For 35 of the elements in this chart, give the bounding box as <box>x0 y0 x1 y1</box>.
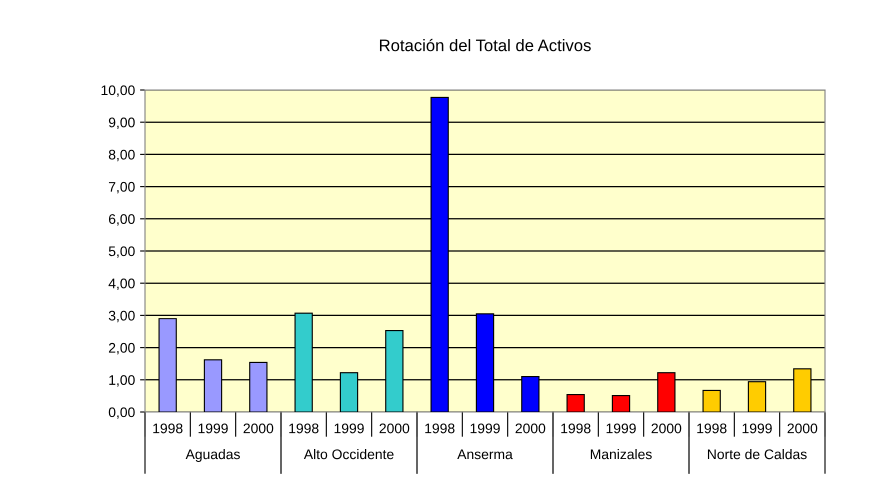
x-tick-label: 1999 <box>470 423 500 434</box>
x-tick-label: 1999 <box>198 423 228 434</box>
bar <box>612 395 630 412</box>
x-tick-label: 1998 <box>153 423 183 434</box>
x-tick-label: 1998 <box>289 423 319 434</box>
text: Alto Occidente <box>304 448 394 460</box>
y-tick-label: 0,00 <box>108 407 135 419</box>
x-tick-label: 1998 <box>697 423 727 434</box>
x-tick-label: 2000 <box>244 423 274 434</box>
text: Manizales <box>590 448 652 460</box>
text: Norte de Caldas <box>708 448 807 460</box>
x-tick-label: 1998 <box>425 423 455 434</box>
y-tick-label: 1,00 <box>109 375 135 387</box>
x-tick-label: 2000 <box>788 423 818 434</box>
bar <box>566 394 585 412</box>
x-tick-label: 2000 <box>652 423 682 434</box>
chart-title: Rotación del Total de Activos <box>380 38 591 52</box>
y-tick-label: 4,00 <box>108 278 135 290</box>
x-tick-label: 1999 <box>334 423 364 434</box>
y-tick-label: 9,00 <box>108 118 135 130</box>
y-tick-label: 2,00 <box>108 342 135 354</box>
y-tick-label: 7,00 <box>108 182 135 194</box>
x-tick-label: 1999 <box>606 423 636 434</box>
y-tick-label: 5,00 <box>108 246 135 258</box>
x-tick-label: 1998 <box>561 423 591 434</box>
text: Aguadas <box>186 448 240 462</box>
x-tick-label: 2000 <box>516 423 546 434</box>
y-tick-label: 8,00 <box>108 150 135 162</box>
y-tick-label: 10,00 <box>102 85 135 97</box>
text: Anserma <box>457 450 513 460</box>
y-tick-label: 3,00 <box>108 310 135 322</box>
bar <box>702 390 721 412</box>
y-tick-label: 6,00 <box>108 214 135 226</box>
x-tick-label: 2000 <box>380 423 410 434</box>
x-tick-label: 1999 <box>742 423 772 434</box>
